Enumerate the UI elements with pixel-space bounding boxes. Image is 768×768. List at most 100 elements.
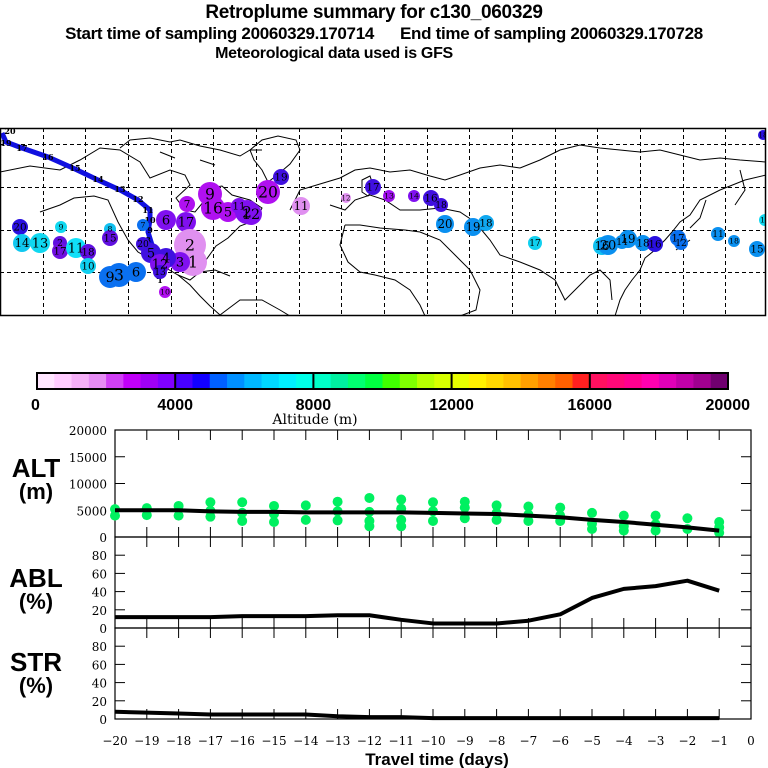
trajectory-day-label: 11	[142, 205, 153, 215]
x-tick-label: −8	[488, 734, 506, 748]
plume-marker-label: 17	[366, 182, 379, 194]
y-tick-label: 15000	[69, 451, 107, 465]
trajectory-day-label: 13	[114, 184, 126, 194]
plume-marker-label: 6	[162, 214, 170, 229]
altitude-point	[650, 510, 661, 521]
colorbar-segment	[589, 373, 608, 389]
colorbar-segment	[451, 373, 470, 389]
plume-marker-label: 20	[438, 217, 453, 231]
x-tick-label: −17	[198, 734, 223, 748]
altitude-point	[491, 500, 502, 511]
trajectory-day-label: 12	[132, 194, 143, 204]
plume-marker-label: 1	[188, 253, 198, 272]
coastline-africa	[339, 224, 481, 316]
plume-marker	[292, 197, 310, 215]
x-tick-label: −3	[647, 734, 665, 748]
plume-marker	[273, 169, 289, 185]
plume-marker-label: 7	[141, 221, 146, 230]
y-tick-label: 40	[92, 677, 107, 691]
x-tick-label: −1	[710, 734, 728, 748]
colorbar-segment	[658, 373, 677, 389]
plume-marker-label: 3	[114, 266, 124, 284]
plume-marker-label: 17	[178, 216, 195, 231]
plume-marker	[52, 243, 68, 259]
altitude-point	[523, 501, 534, 512]
colorbar-segment	[330, 373, 349, 389]
plume-marker-label: 20	[137, 240, 149, 250]
y-tick-label: 5000	[76, 504, 107, 518]
map-frame	[0, 127, 767, 317]
altitude-point	[459, 513, 470, 524]
plume-marker-label: 12	[242, 207, 260, 223]
plume-marker-label: 16	[595, 239, 610, 253]
plume-marker-label: 17	[529, 239, 541, 249]
y-tick-label: 20000	[69, 424, 107, 438]
plume-marker-label: 17	[671, 233, 684, 245]
trajectory-day-label: 14	[92, 174, 104, 184]
plume-marker	[383, 190, 395, 202]
plume-marker	[80, 258, 96, 274]
altitude-point	[141, 510, 152, 521]
plume-marker-label: 2	[57, 239, 63, 249]
plume-marker	[674, 236, 688, 250]
x-tick-label: 0	[747, 734, 755, 748]
plume-marker-label: 15	[103, 233, 116, 245]
colorbar-segment	[676, 373, 694, 389]
altitude-point	[587, 523, 597, 534]
colorbar-segment	[399, 373, 418, 389]
colorbar-segment	[537, 373, 556, 389]
x-tick-label: −11	[389, 734, 414, 748]
y-tick-label: 60	[92, 658, 107, 672]
plume-marker-label: 7	[184, 199, 191, 211]
plume-marker	[464, 218, 482, 236]
plume-marker	[478, 215, 494, 231]
panel-frame	[114, 627, 752, 720]
plume-marker-label: 11	[68, 242, 85, 257]
y-tick-label: 80	[92, 640, 107, 654]
plume-marker	[156, 210, 176, 230]
coastline-north-america	[0, 147, 263, 281]
colorbar-segment	[296, 373, 314, 389]
plume-marker-label: 20	[258, 183, 278, 201]
str-panel-label: STR (%)	[8, 649, 64, 698]
plume-marker	[619, 230, 637, 248]
plume-marker-label: 5	[147, 247, 155, 262]
y-tick-label: 40	[92, 586, 107, 600]
altitude-point	[428, 515, 438, 526]
plume-marker-label: 15	[750, 244, 763, 256]
plume-marker-label: 19	[760, 216, 768, 225]
plume-marker	[365, 179, 381, 195]
plume-marker-label: 8	[108, 225, 113, 234]
panel-abl: 0 20 40 60 80	[92, 536, 752, 636]
plume-marker-label: 9	[59, 223, 64, 232]
plume-marker	[126, 262, 146, 282]
colorbar-tick-label: 20000	[706, 397, 751, 414]
colorbar-segment	[140, 373, 159, 389]
coastline-asia-north	[519, 144, 766, 169]
plume-marker-label: 10	[160, 288, 170, 297]
altitude-point	[332, 515, 343, 526]
abl-label: ABL	[9, 563, 63, 593]
plume-marker-label: 20	[13, 222, 26, 234]
plume-marker	[759, 214, 766, 226]
plume-marker	[80, 244, 96, 260]
altitude-point	[110, 510, 120, 521]
x-tick-label: −4	[615, 734, 633, 748]
y-tick-label: 80	[92, 549, 107, 563]
coastline-south-asia	[474, 221, 613, 301]
plume-marker	[635, 235, 651, 251]
plume-marker-label: 18	[435, 201, 447, 211]
plume-marker-label: 6	[132, 266, 140, 281]
colorbar-segment	[641, 373, 660, 389]
x-tick-label: −10	[420, 734, 445, 748]
plume-marker-label: 16	[203, 199, 223, 217]
alt-panel-label: ALT (m)	[8, 455, 64, 504]
x-tick-label: −12	[357, 734, 382, 748]
plume-marker	[598, 235, 618, 255]
altitude-point	[618, 510, 629, 521]
plume-marker	[728, 235, 740, 247]
colorbar-segment	[382, 373, 401, 389]
plume-marker-label: 18	[479, 218, 492, 230]
colorbar-segment	[607, 373, 625, 389]
abl-panel-label: ABL (%)	[8, 563, 64, 614]
